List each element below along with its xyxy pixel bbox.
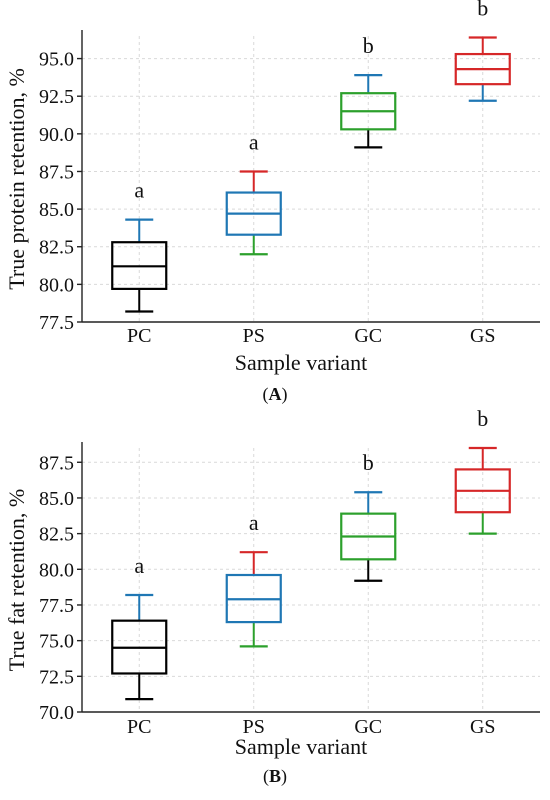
box-PS: a (225, 129, 282, 256)
y-tick-label: 90.0 (39, 124, 74, 146)
panel-label: (B) (263, 766, 287, 787)
x-tick-label: PS (243, 325, 265, 347)
x-tick-label: GS (470, 325, 496, 347)
chart-panel-B: 70.0 72.5 75.0 77.5 80.0 82.5 85.0 87.5 PC PS GC GS… (4, 406, 540, 787)
y-tick-label: 92.5 (39, 86, 74, 108)
y-tick-label: 82.5 (39, 237, 74, 259)
x-tick-label: GC (354, 716, 382, 738)
significance-label: b (477, 0, 488, 21)
significance-label: a (134, 178, 144, 203)
significance-label: b (363, 450, 374, 475)
x-axis-label: Sample variant (235, 350, 368, 375)
significance-label: a (134, 553, 144, 578)
box-PC: a (111, 553, 168, 701)
x-axis-label: Sample variant (235, 734, 368, 759)
y-tick-label: 80.0 (39, 559, 74, 581)
x-tick-label: GC (354, 325, 382, 347)
y-tick-label: 87.5 (39, 452, 74, 474)
significance-label: b (363, 33, 374, 58)
y-tick-label: 70.0 (39, 702, 74, 724)
panel-label: (A) (263, 384, 288, 405)
significance-label: a (249, 129, 259, 154)
box-PC: a (111, 178, 168, 313)
y-tick-label: 75.0 (39, 631, 74, 653)
y-tick-label: 77.5 (39, 312, 74, 334)
box-PS: a (225, 510, 282, 648)
box-GC: b (340, 33, 397, 149)
y-tick-label: 80.0 (39, 274, 74, 296)
y-tick-label: 85.0 (39, 199, 74, 221)
panel-letter: A (269, 384, 282, 404)
x-tick-label: PC (127, 325, 151, 347)
y-tick-label: 85.0 (39, 488, 74, 510)
y-axis-label: True fat retention, % (4, 489, 29, 671)
x-tick-label: PC (127, 716, 151, 738)
panel-letter: B (269, 766, 281, 786)
box-GC: b (340, 450, 397, 582)
y-axis-label: True protein retention, % (4, 68, 29, 290)
significance-label: b (477, 406, 488, 431)
box-GS: b (454, 0, 511, 102)
x-tick-label: PS (243, 716, 265, 738)
y-tick-label: 72.5 (39, 666, 74, 688)
y-tick-label: 87.5 (39, 161, 74, 183)
y-tick-label: 82.5 (39, 524, 74, 546)
box-GS: b (454, 406, 511, 535)
x-tick-label: GS (470, 716, 496, 738)
chart-panel-A: 77.5 80.0 82.5 85.0 87.5 90.0 92.5 95.0 PC PS GC GS… (4, 0, 540, 405)
y-tick-label: 95.0 (39, 49, 74, 71)
significance-label: a (249, 510, 259, 535)
y-tick-label: 77.5 (39, 595, 74, 617)
